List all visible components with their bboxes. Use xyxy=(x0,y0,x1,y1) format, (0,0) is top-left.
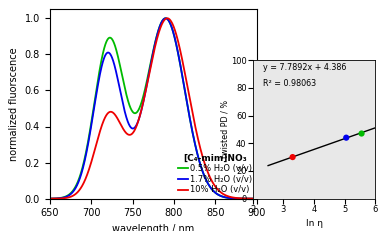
Text: y = 7.7892x + 4.386: y = 7.7892x + 4.386 xyxy=(263,63,346,72)
Point xyxy=(358,132,365,135)
Point xyxy=(290,155,296,159)
X-axis label: wavelength / nm: wavelength / nm xyxy=(112,224,194,231)
Y-axis label: twisted PD / %: twisted PD / % xyxy=(220,100,229,158)
Text: R² = 0.98063: R² = 0.98063 xyxy=(263,79,316,88)
Legend: 0.5% H₂O (v/v), 1.7% H₂O (v/v), 10% H₂O (v/v): 0.5% H₂O (v/v), 1.7% H₂O (v/v), 10% H₂O … xyxy=(178,153,252,195)
Point xyxy=(343,136,349,140)
Y-axis label: normalized fluorscence: normalized fluorscence xyxy=(9,47,19,161)
X-axis label: ln η: ln η xyxy=(306,219,322,228)
